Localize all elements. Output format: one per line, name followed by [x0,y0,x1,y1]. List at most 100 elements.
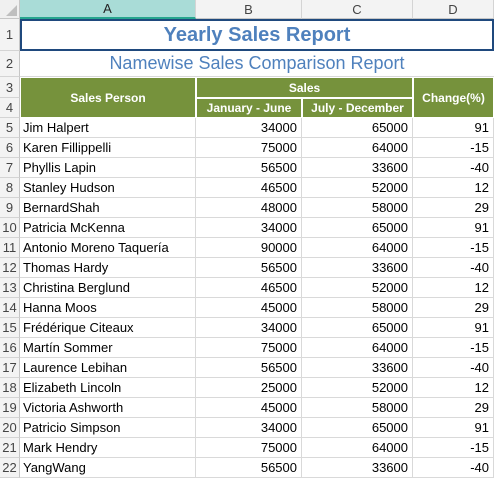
cell-jan-jun[interactable]: 48000 [196,198,302,218]
cell-jan-jun[interactable]: 56500 [196,358,302,378]
cell-sales-person[interactable]: Phyllis Lapin [20,158,196,178]
cell-sales-person[interactable]: Mark Hendry [20,438,196,458]
cell-jan-jun[interactable]: 25000 [196,378,302,398]
cell-change[interactable]: 12 [413,378,494,398]
cell-jan-jun[interactable]: 56500 [196,458,302,478]
cell-jul-dec[interactable]: 33600 [302,458,413,478]
select-all-corner[interactable] [0,0,20,19]
cell-jan-jun[interactable]: 34000 [196,218,302,238]
row-header-19[interactable]: 19 [0,398,20,418]
cell-jul-dec[interactable]: 65000 [302,318,413,338]
cell-jul-dec[interactable]: 65000 [302,418,413,438]
report-subtitle[interactable]: Namewise Sales Comparison Report [20,51,494,77]
cell-sales-person[interactable]: YangWang [20,458,196,478]
cell-change[interactable]: 91 [413,118,494,138]
row-header-22[interactable]: 22 [0,458,20,478]
column-header-c[interactable]: C [302,0,413,19]
cell-jul-dec[interactable]: 52000 [302,378,413,398]
column-header-b[interactable]: B [196,0,302,19]
cell-jan-jun[interactable]: 46500 [196,278,302,298]
cell-jul-dec[interactable]: 33600 [302,158,413,178]
cell-jul-dec[interactable]: 52000 [302,178,413,198]
cell-change[interactable]: 12 [413,278,494,298]
row-header-17[interactable]: 17 [0,358,20,378]
header-jul-dec[interactable]: July - December [302,98,413,118]
cell-jan-jun[interactable]: 90000 [196,238,302,258]
cell-change[interactable]: -40 [413,258,494,278]
cell-jul-dec[interactable]: 64000 [302,138,413,158]
cell-change[interactable]: 12 [413,178,494,198]
cell-jul-dec[interactable]: 33600 [302,258,413,278]
row-header-18[interactable]: 18 [0,378,20,398]
cell-jan-jun[interactable]: 34000 [196,418,302,438]
cell-change[interactable]: 91 [413,218,494,238]
cell-jan-jun[interactable]: 56500 [196,158,302,178]
row-header-12[interactable]: 12 [0,258,20,278]
cell-change[interactable]: 29 [413,298,494,318]
row-header-21[interactable]: 21 [0,438,20,458]
cell-jul-dec[interactable]: 65000 [302,218,413,238]
row-header-8[interactable]: 8 [0,178,20,198]
cell-change[interactable]: 29 [413,398,494,418]
cell-jul-dec[interactable]: 52000 [302,278,413,298]
cell-jul-dec[interactable]: 58000 [302,198,413,218]
cell-sales-person[interactable]: Hanna Moos [20,298,196,318]
header-change[interactable]: Change(%) [413,77,494,118]
cell-sales-person[interactable]: Jim Halpert [20,118,196,138]
cell-jan-jun[interactable]: 46500 [196,178,302,198]
cell-jul-dec[interactable]: 33600 [302,358,413,378]
cell-jan-jun[interactable]: 45000 [196,298,302,318]
report-title[interactable]: Yearly Sales Report [20,19,494,51]
column-header-d[interactable]: D [413,0,494,19]
cell-jul-dec[interactable]: 58000 [302,298,413,318]
row-header-14[interactable]: 14 [0,298,20,318]
cell-change[interactable]: 91 [413,318,494,338]
row-header-5[interactable]: 5 [0,118,20,138]
cell-jan-jun[interactable]: 75000 [196,438,302,458]
cell-sales-person[interactable]: Victoria Ashworth [20,398,196,418]
row-header-13[interactable]: 13 [0,278,20,298]
cell-sales-person[interactable]: Patricio Simpson [20,418,196,438]
cell-sales-person[interactable]: Antonio Moreno Taquería [20,238,196,258]
cell-jan-jun[interactable]: 45000 [196,398,302,418]
cell-sales-person[interactable]: Frédérique Citeaux [20,318,196,338]
cell-jan-jun[interactable]: 56500 [196,258,302,278]
column-header-a[interactable]: A [20,0,196,19]
cell-jan-jun[interactable]: 34000 [196,118,302,138]
row-header-16[interactable]: 16 [0,338,20,358]
cell-change[interactable]: -15 [413,138,494,158]
cell-sales-person[interactable]: Martín Sommer [20,338,196,358]
row-header-3[interactable]: 3 [0,77,20,98]
row-header-15[interactable]: 15 [0,318,20,338]
row-header-10[interactable]: 10 [0,218,20,238]
cell-jul-dec[interactable]: 58000 [302,398,413,418]
cell-change[interactable]: -15 [413,438,494,458]
cell-sales-person[interactable]: Laurence Lebihan [20,358,196,378]
cell-sales-person[interactable]: Elizabeth Lincoln [20,378,196,398]
cell-change[interactable]: -15 [413,238,494,258]
row-header-4[interactable]: 4 [0,98,20,118]
cell-sales-person[interactable]: Karen Fillippelli [20,138,196,158]
cell-jul-dec[interactable]: 64000 [302,238,413,258]
cell-sales-person[interactable]: Thomas Hardy [20,258,196,278]
row-header-7[interactable]: 7 [0,158,20,178]
cell-sales-person[interactable]: Christina Berglund [20,278,196,298]
cell-sales-person[interactable]: BernardShah [20,198,196,218]
cell-change[interactable]: 91 [413,418,494,438]
cell-jan-jun[interactable]: 75000 [196,138,302,158]
cell-change[interactable]: 29 [413,198,494,218]
cell-jul-dec[interactable]: 64000 [302,438,413,458]
cell-change[interactable]: -15 [413,338,494,358]
cell-jan-jun[interactable]: 34000 [196,318,302,338]
cell-jul-dec[interactable]: 65000 [302,118,413,138]
cell-jan-jun[interactable]: 75000 [196,338,302,358]
cell-sales-person[interactable]: Patricia McKenna [20,218,196,238]
row-header-1[interactable]: 1 [0,19,20,51]
row-header-6[interactable]: 6 [0,138,20,158]
cell-sales-person[interactable]: Stanley Hudson [20,178,196,198]
row-header-11[interactable]: 11 [0,238,20,258]
header-sales[interactable]: Sales [196,77,413,98]
header-sales-person[interactable]: Sales Person [20,77,196,118]
cell-jul-dec[interactable]: 64000 [302,338,413,358]
row-header-9[interactable]: 9 [0,198,20,218]
